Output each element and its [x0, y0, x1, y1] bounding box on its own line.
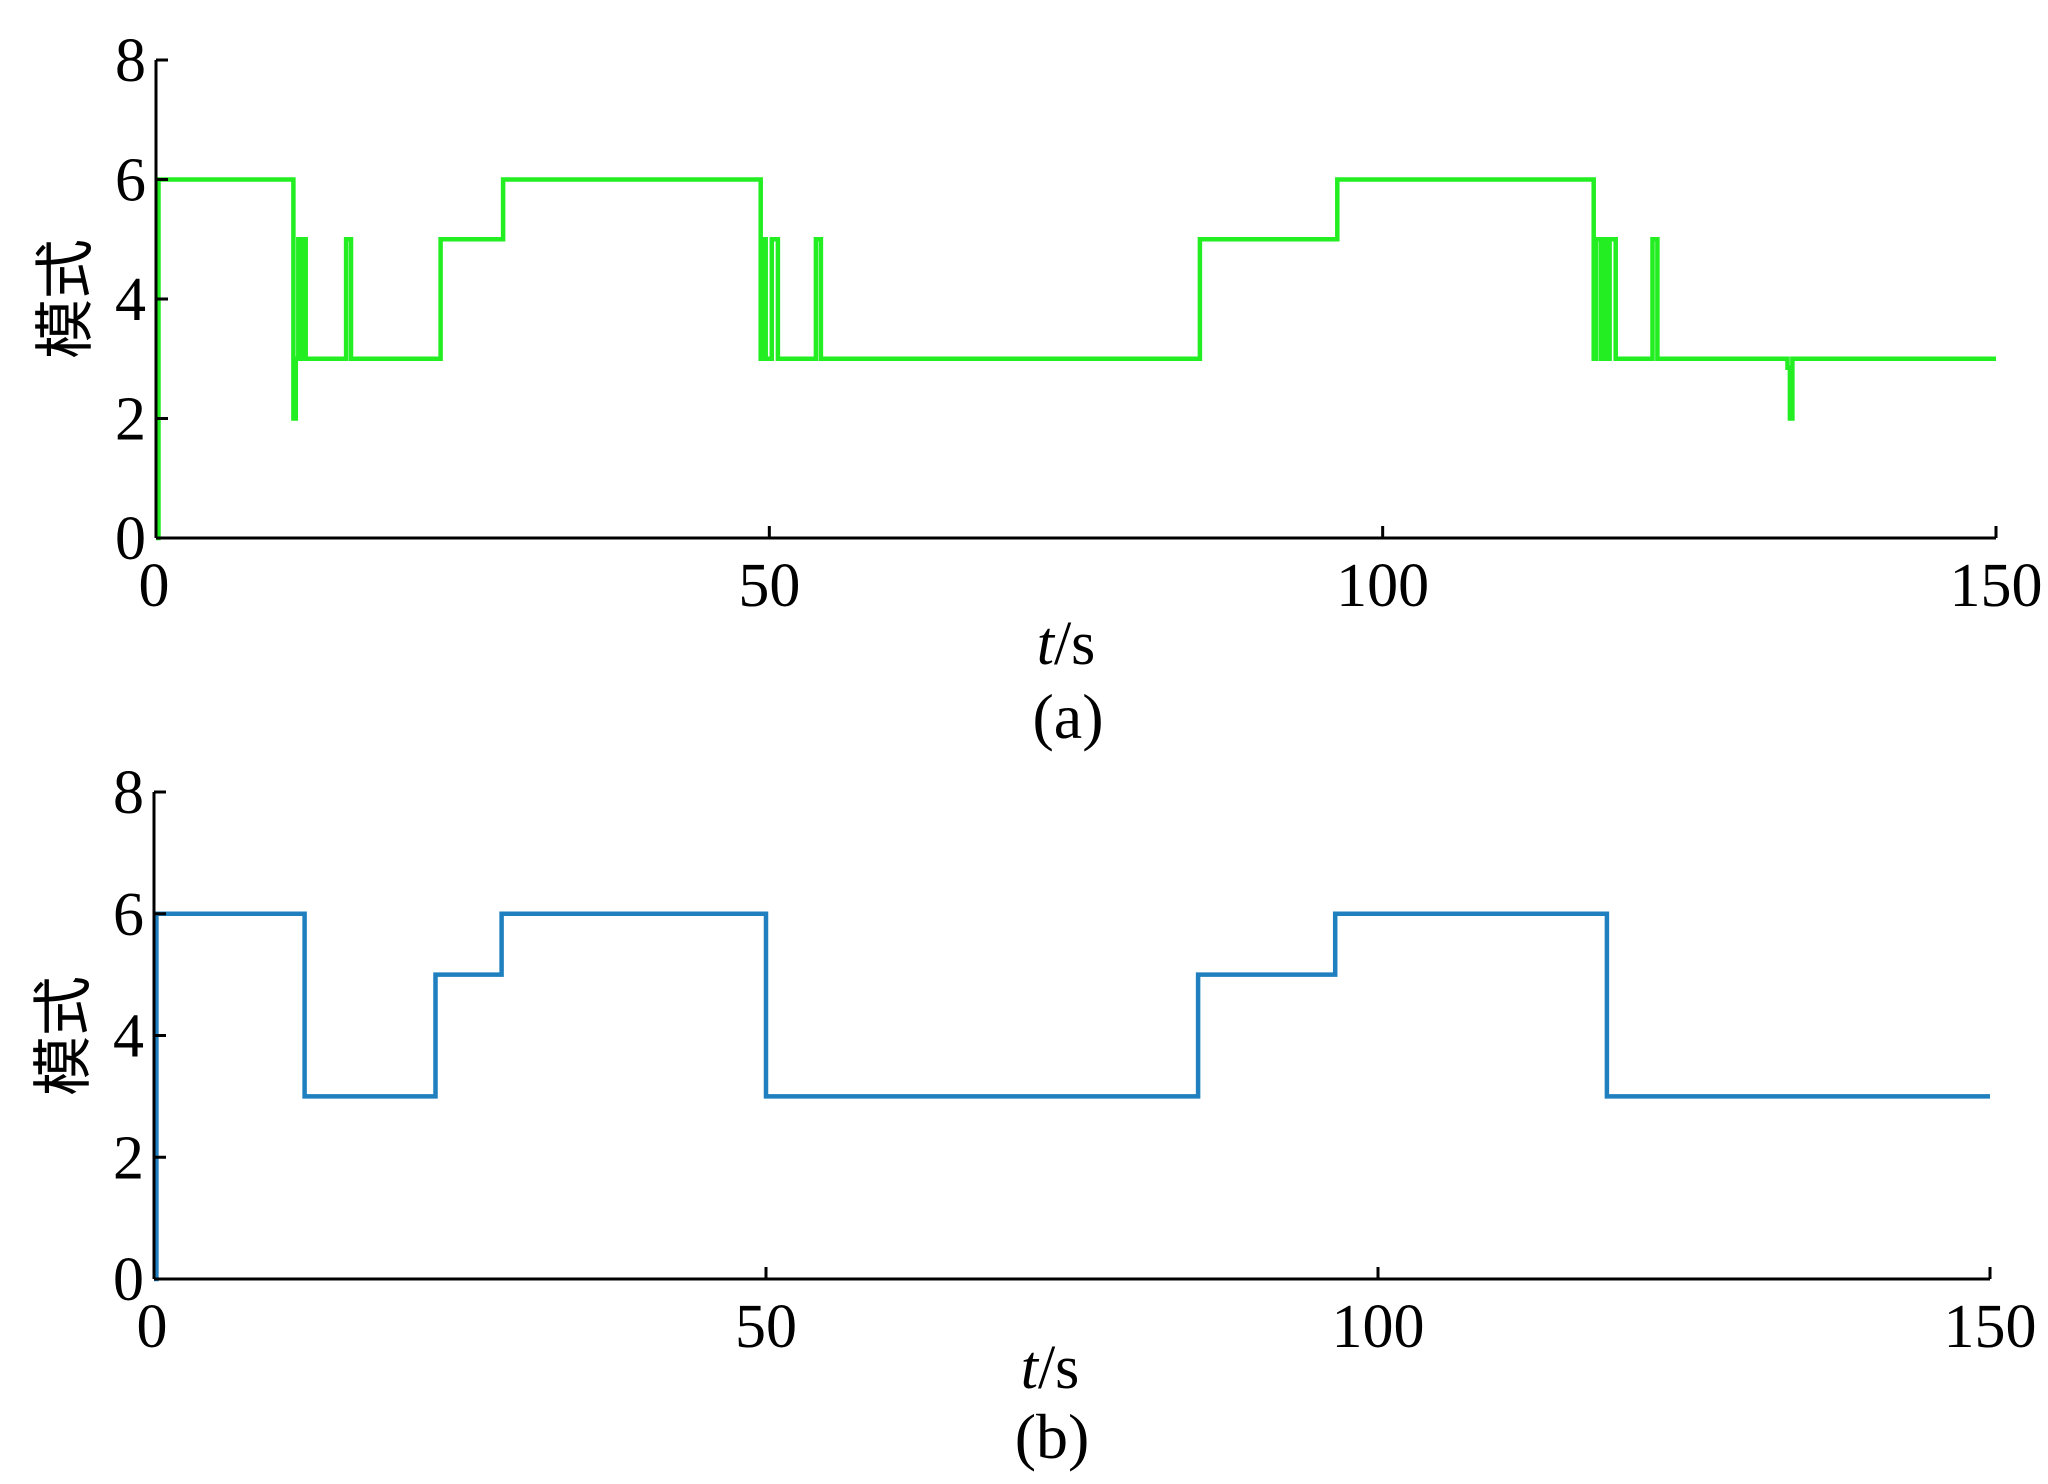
- panel-a-xtick-label-150: 150: [1950, 552, 2043, 620]
- panel-b-caption: (b): [1015, 1401, 1090, 1472]
- panel-a-xtick-label-50: 50: [738, 552, 800, 620]
- panel-b-ytick-label-8: 8: [113, 759, 144, 827]
- panel-b-ytick-label-4: 4: [113, 1003, 144, 1071]
- panel-b-ytick-label-6: 6: [113, 881, 144, 949]
- panel-a-ticks: 0 50 100 150 0 2 4 6 8: [115, 27, 2043, 620]
- panel-b-ylabel: 模式: [29, 976, 99, 1096]
- panel-a-ytick-label-0: 0: [115, 505, 146, 573]
- panel-a-xtick-label-0: 0: [139, 552, 170, 620]
- panel-a-ytick-label-4: 4: [115, 266, 146, 334]
- panel-a-ytick-label-2: 2: [115, 386, 146, 454]
- panel-a-ytick-label-8: 8: [115, 27, 146, 95]
- panel-a-caption: (a): [1032, 681, 1103, 752]
- panel-b-ytick-label-2: 2: [113, 1124, 144, 1192]
- panel-a-ytick-label-6: 6: [115, 147, 146, 215]
- panel-a-ylabel: 模式: [31, 239, 101, 359]
- panel-b-ytick-label-0: 0: [113, 1246, 144, 1314]
- panel-b-ticks: 0 50 100 150 0 2 4 6 8: [113, 759, 2037, 1361]
- panel-a-series-line: [156, 177, 1996, 541]
- panel-b-xtick-label-100: 100: [1332, 1293, 1425, 1361]
- panel-b-series-line: [154, 911, 1990, 1282]
- panel-b-xtick-label-50: 50: [735, 1293, 797, 1361]
- panel-a-xtick-label-100: 100: [1336, 552, 1429, 620]
- panel-b-xtick-label-150: 150: [1944, 1293, 2037, 1361]
- panel-a-xlabel: t/s: [1037, 610, 1096, 678]
- panel-b: 0 50 100 150 0 2 4 6 8 t/s 模式 (b): [29, 759, 2037, 1472]
- panel-a: 0 50 100 150 0 2 4 6 8 t/s 模式 (a): [31, 27, 2043, 752]
- panel-b-xlabel: t/s: [1021, 1334, 1080, 1402]
- panel-b-xtick-label-0: 0: [137, 1293, 168, 1361]
